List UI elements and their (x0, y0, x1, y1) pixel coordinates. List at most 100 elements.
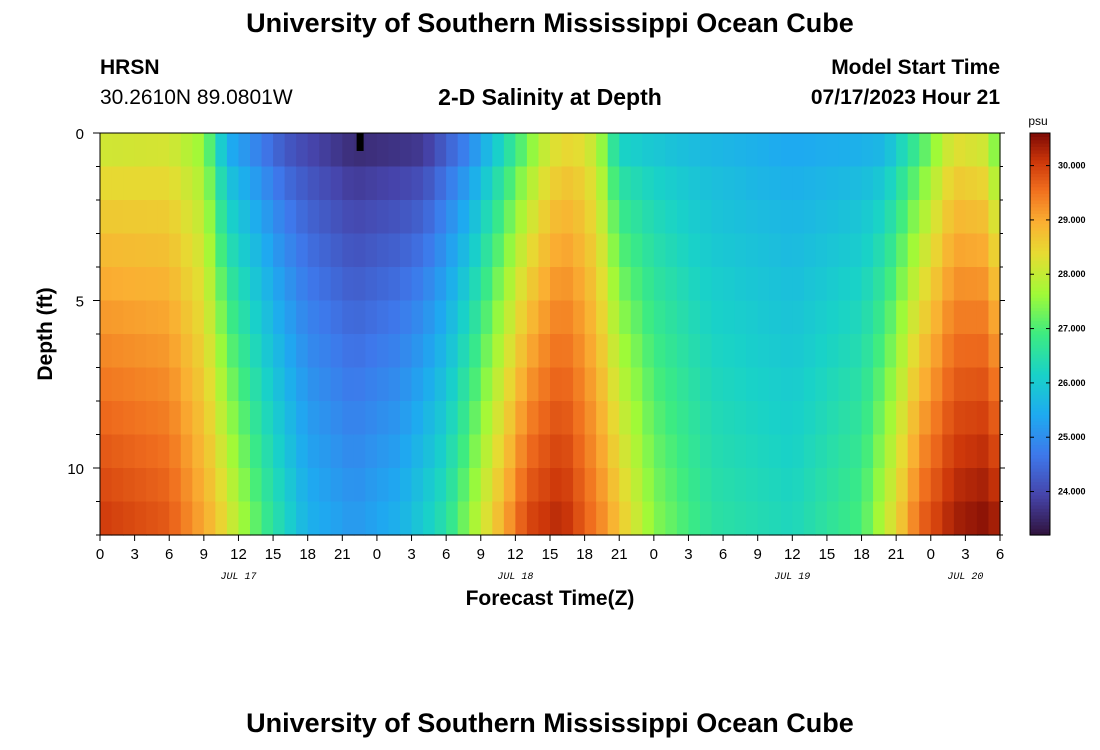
heatmap-cell (180, 300, 193, 335)
heatmap-cell (353, 434, 366, 469)
heatmap-cell (480, 468, 493, 503)
heatmap-cell (665, 300, 678, 335)
heatmap-cell (873, 300, 886, 335)
heatmap-cell (238, 300, 251, 335)
heatmap-cell (376, 367, 390, 402)
colorbar-segment (1030, 521, 1050, 526)
heatmap-cell (203, 501, 216, 536)
heatmap-cell (723, 501, 736, 536)
heatmap-cell (492, 434, 505, 469)
heatmap-cell (111, 267, 124, 302)
colorbar-segment (1030, 240, 1050, 245)
model-start-label: Model Start Time (831, 56, 1000, 79)
colorbar-tick-label: 26.000 (1058, 378, 1086, 388)
heatmap-cell (134, 334, 147, 369)
heatmap-cell (342, 501, 355, 536)
heatmap-cell (203, 334, 216, 369)
heatmap-cell (203, 200, 216, 235)
heatmap-cell (250, 166, 263, 201)
x-tick-label: 15 (819, 546, 836, 563)
heatmap-cell (273, 367, 286, 402)
heatmap-cell (757, 166, 770, 201)
heatmap-cell (538, 434, 551, 469)
heatmap-cell (400, 233, 413, 268)
heatmap-cell (607, 334, 620, 369)
colorbar-segment (1030, 310, 1050, 315)
heatmap-cell (688, 300, 701, 335)
colorbar-segment (1030, 156, 1050, 161)
heatmap-cell (342, 300, 355, 335)
heatmap-cell (780, 468, 793, 503)
heatmap-cell (965, 267, 978, 302)
heatmap-cell (296, 133, 309, 168)
heatmap-cell (792, 434, 805, 469)
x-tick-label: 3 (961, 546, 969, 563)
heatmap-cell (134, 367, 147, 402)
heatmap-cell (919, 200, 932, 235)
colorbar-segment (1030, 139, 1050, 144)
heatmap-cell (250, 133, 263, 168)
heatmap-cell (457, 300, 470, 335)
heatmap-cell (942, 267, 955, 302)
heatmap-cell (803, 233, 816, 268)
heatmap-cell (480, 133, 493, 168)
heatmap-cell (907, 133, 920, 168)
colorbar-segment (1030, 427, 1050, 432)
heatmap-cell (676, 166, 690, 201)
colorbar-segment (1030, 203, 1050, 208)
heatmap-cell (711, 367, 724, 402)
heatmap-cell (423, 334, 436, 369)
heatmap-cell (907, 401, 920, 436)
heatmap-cell (469, 166, 482, 201)
heatmap-cell (400, 166, 413, 201)
heatmap-cell (676, 367, 690, 402)
heatmap-cell (711, 401, 724, 436)
colorbar-tick-label: 30.000 (1058, 161, 1086, 171)
heatmap-cell (423, 501, 436, 536)
heatmap-cell (757, 434, 770, 469)
heatmap-cell (123, 468, 136, 503)
heatmap-cell (746, 367, 759, 402)
heatmap-cell (480, 367, 493, 402)
heatmap-cell (734, 166, 747, 201)
heatmap-cell (642, 367, 655, 402)
heatmap-cell (538, 401, 551, 436)
heatmap-cell (226, 166, 240, 201)
heatmap-cell (919, 166, 932, 201)
heatmap-cell (157, 334, 170, 369)
heatmap-cell (769, 166, 782, 201)
heatmap-cell (492, 334, 505, 369)
heatmap-cell (146, 334, 159, 369)
heatmap-cell (411, 401, 424, 436)
heatmap-cell (480, 166, 493, 201)
heatmap-cell (665, 166, 678, 201)
heatmap-cell (503, 133, 516, 168)
heatmap-cell (919, 267, 932, 302)
heatmap-cell (746, 233, 759, 268)
colorbar-segment (1030, 370, 1050, 375)
x-tick-label: 12 (230, 546, 247, 563)
heatmap-cell (838, 233, 851, 268)
heatmap-cell (307, 501, 320, 536)
heatmap-cell (261, 133, 274, 168)
heatmap-cell (446, 233, 459, 268)
heatmap-cell (584, 468, 597, 503)
heatmap-cell (388, 367, 401, 402)
heatmap-cell (550, 334, 563, 369)
heatmap-cell (284, 434, 297, 469)
heatmap-cell (723, 200, 736, 235)
colorbar-segment (1030, 384, 1050, 389)
colorbar-segment (1030, 226, 1050, 231)
heatmap-cell (307, 334, 320, 369)
heatmap-cell (180, 233, 193, 268)
heatmap-cell (700, 468, 713, 503)
heatmap-cell (746, 133, 759, 168)
heatmap-cell (238, 501, 251, 536)
heatmap-cell (988, 367, 1001, 402)
heatmap-cell (480, 501, 493, 536)
heatmap-cell (953, 434, 966, 469)
heatmap-cell (607, 434, 620, 469)
heatmap-cell (942, 166, 955, 201)
heatmap-cell (919, 367, 932, 402)
heatmap-cell (342, 401, 355, 436)
